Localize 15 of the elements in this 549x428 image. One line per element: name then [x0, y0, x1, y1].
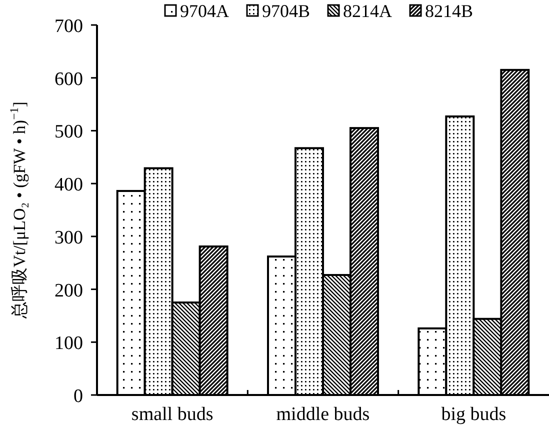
legend-label: 9704A [180, 1, 229, 21]
legend-label: 8214B [425, 1, 474, 21]
y-tick-label: 500 [54, 122, 83, 143]
y-tick-label: 700 [54, 16, 83, 37]
legend-label: 8214A [343, 1, 392, 21]
legend-label: 9704B [262, 1, 310, 21]
y-tick-label: 400 [54, 174, 83, 196]
x-tick-label: big buds [441, 404, 506, 425]
y-tick-label: 100 [54, 333, 83, 354]
y-tick-label: 200 [54, 280, 83, 302]
y-tick-label: 0 [74, 386, 83, 407]
x-tick-label: middle buds [276, 404, 370, 425]
y-tick-label: 300 [54, 227, 83, 248]
x-tick-label: small buds [131, 404, 214, 425]
y-tick-label: 600 [54, 68, 83, 90]
